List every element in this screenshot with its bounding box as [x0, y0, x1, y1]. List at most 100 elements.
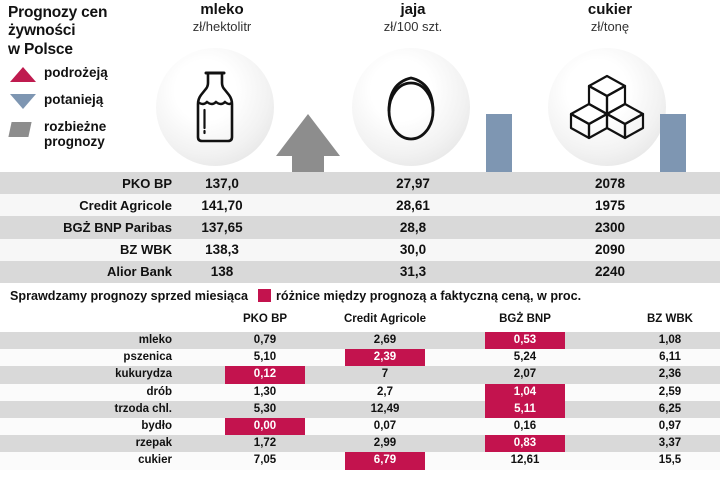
accuracy-cell: 1,04: [485, 383, 565, 401]
forecast-value-cukier: 1975: [594, 197, 626, 213]
accuracy-cell: 0,00: [225, 417, 305, 436]
forecast-bank-name: BGŻ BNP Paribas: [63, 219, 172, 235]
accuracy-cell: 15,5: [658, 454, 682, 467]
accuracy-cell: 5,24: [513, 351, 537, 364]
table-row: trzoda chl. 5,30 12,49 5,11 6,25: [0, 400, 720, 418]
product-header-cukier: cukier zł/tonę: [550, 2, 670, 34]
legend-item-divergent: rozbieżne prognozy: [8, 119, 160, 150]
accuracy-cell: 2,7: [377, 385, 393, 398]
triangle-down-icon: [10, 93, 36, 109]
product-header-mleko: mleko zł/hektolitr: [162, 2, 282, 34]
milk-bottle-icon: [196, 71, 234, 143]
accuracy-cell: 1,08: [658, 334, 682, 346]
forecast-value-mleko: 138,3: [205, 242, 239, 258]
product-name-cukier: cukier: [587, 1, 633, 18]
accuracy-caption-right: różnice między prognozą a faktyczną ceną…: [275, 289, 582, 303]
accuracy-column-header-1: Credit Agricole: [343, 313, 426, 325]
accuracy-cell: 1,72: [253, 437, 277, 450]
accuracy-cell: 5,30: [253, 402, 277, 415]
table-row: Alior Bank 138 31,3 2240: [0, 260, 720, 283]
parallelogram-icon: [8, 120, 36, 137]
forecast-value-jaja: 28,61: [396, 197, 430, 213]
table-row: mleko 0,79 2,69 0,53 1,08: [0, 332, 720, 350]
table-row: Credit Agricole 141,70 28,61 1975: [0, 194, 720, 217]
sugar-cubes-icon: [569, 74, 645, 140]
accuracy-column-header-0: PKO BP: [242, 313, 288, 325]
legend-label-falling: potanieją: [44, 92, 104, 107]
accuracy-cell: 7: [381, 368, 389, 381]
accuracy-row-label: rzepak: [135, 437, 172, 450]
accuracy-cell: 0,12: [225, 366, 305, 384]
accuracy-cell: 0,97: [658, 419, 682, 432]
accuracy-cell: 2,36: [658, 368, 682, 381]
forecast-value-cukier: 2090: [594, 242, 626, 258]
accuracy-row-label: cukier: [138, 454, 172, 467]
legend-item-falling: potanieją: [10, 92, 160, 113]
accuracy-cell: 12,61: [510, 454, 540, 467]
accuracy-cell: 5,11: [485, 400, 565, 418]
accuracy-cell: 1,30: [253, 385, 277, 398]
accuracy-row-label: pszenica: [123, 351, 172, 364]
forecast-value-jaja: 30,0: [399, 242, 427, 258]
table-row: pszenica 5,10 2,39 5,24 6,11: [0, 349, 720, 367]
page-title-line-2: żywności: [8, 22, 76, 40]
accuracy-row-label: trzoda chl.: [114, 402, 172, 415]
forecast-table: PKO BP 137,0 27,97 2078 Credit Agricole …: [0, 172, 720, 283]
accuracy-table-header: PKO BP Credit Agricole BGŻ BNP BZ WBK: [0, 313, 720, 331]
product-name-jaja: jaja: [400, 1, 426, 18]
product-unit-cukier: zł/tonę: [590, 18, 630, 34]
forecast-value-cukier: 2300: [594, 219, 626, 235]
forecast-value-jaja: 31,3: [399, 264, 427, 280]
product-header-jaja: jaja zł/100 szt.: [353, 2, 473, 34]
legend: podrożeją potanieją rozbieżne prognozy: [8, 65, 160, 157]
product-name-mleko: mleko: [200, 1, 244, 18]
legend-item-rising: podrożeją: [10, 65, 160, 86]
forecast-value-jaja: 27,97: [396, 175, 430, 191]
accuracy-row-label: drób: [146, 385, 172, 398]
page-title-line-3: w Polsce: [8, 40, 73, 58]
accuracy-cell: 0,16: [513, 419, 537, 432]
accuracy-caption: Sprawdzamy prognozy sprzed miesiąca różni…: [10, 289, 581, 303]
accuracy-cell: 2,39: [345, 349, 425, 367]
page-title: Prognozy cen żywności w Polsce: [8, 4, 158, 59]
accuracy-cell: 6,11: [659, 351, 681, 364]
accuracy-column-header-2: BGŻ BNP: [499, 313, 551, 325]
accuracy-cell: 3,37: [658, 437, 682, 450]
forecast-bank-name: PKO BP: [122, 175, 172, 191]
accuracy-row-label: kukurydza: [115, 368, 172, 381]
table-row: drób 1,30 2,7 1,04 2,59: [0, 383, 720, 401]
accuracy-cell: 0,83: [485, 435, 565, 453]
product-unit-jaja: zł/100 szt.: [383, 18, 443, 34]
forecast-bank-name: Credit Agricole: [79, 197, 172, 213]
table-row: kukurydza 0,12 7 2,07 2,36: [0, 366, 720, 384]
table-row: BGŻ BNP Paribas 137,65 28,8 2300: [0, 216, 720, 239]
table-row: BZ WBK 138,3 30,0 2090: [0, 238, 720, 261]
forecast-value-mleko: 141,70: [201, 197, 243, 213]
accuracy-caption-left: Sprawdzamy prognozy sprzed miesiąca: [10, 289, 248, 303]
forecast-value-cukier: 2078: [594, 175, 626, 191]
accuracy-cell: 5,10: [253, 351, 277, 364]
accuracy-cell: 7,05: [253, 454, 277, 467]
accuracy-cell: 2,69: [373, 334, 397, 346]
accuracy-row-label: bydło: [141, 419, 172, 432]
legend-label-rising: podrożeją: [44, 65, 108, 80]
sugar-cubes-icon-circle: [548, 48, 666, 166]
accuracy-cell: 0,07: [373, 419, 397, 432]
table-row: rzepak 1,72 2,99 0,83 3,37: [0, 435, 720, 453]
accuracy-cell: 2,59: [658, 385, 682, 398]
accuracy-cell: 12,49: [370, 402, 400, 415]
forecast-value-cukier: 2240: [594, 264, 626, 280]
accuracy-row-label: mleko: [138, 334, 172, 346]
egg-icon-circle: [352, 48, 470, 166]
legend-label-divergent: rozbieżne prognozy: [44, 119, 107, 149]
product-unit-mleko: zł/hektolitr: [192, 18, 252, 34]
table-row: PKO BP 137,0 27,97 2078: [0, 172, 720, 195]
accuracy-cell: 0,53: [485, 332, 565, 350]
table-row: bydło 0,00 0,07 0,16 0,97: [0, 417, 720, 436]
accuracy-cell: 6,79: [345, 452, 425, 470]
accuracy-table: mleko 0,79 2,69 0,53 1,08 pszenica 5,10 …: [0, 332, 720, 470]
accuracy-column-header-3: BZ WBK: [647, 313, 693, 325]
accuracy-cell: 2,99: [373, 437, 397, 450]
milk-bottle-icon-circle: [156, 48, 274, 166]
triangle-up-icon: [10, 66, 36, 82]
